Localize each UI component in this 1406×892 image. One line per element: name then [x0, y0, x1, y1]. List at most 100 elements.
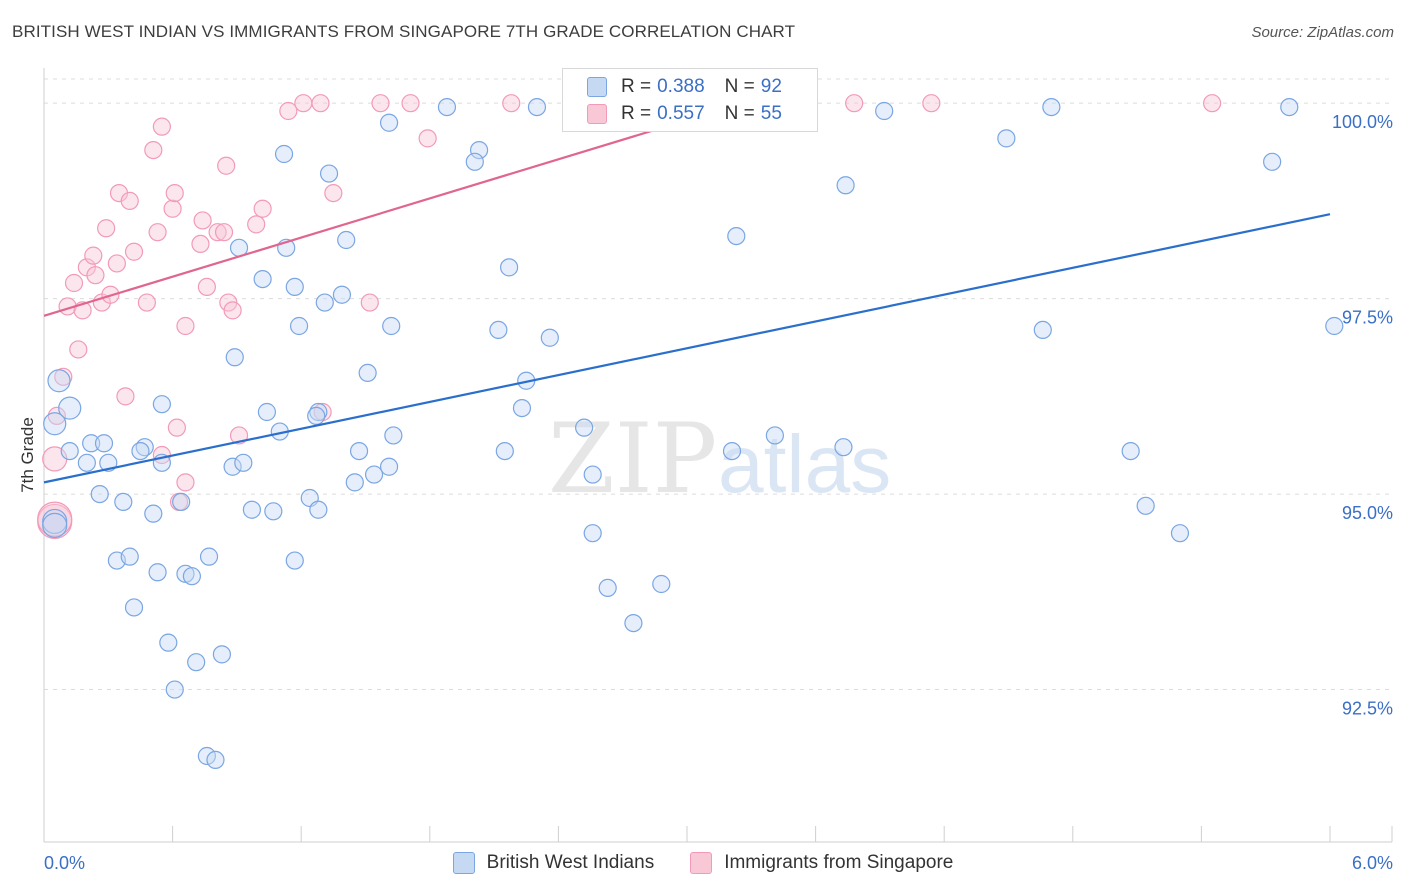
blue-point	[332, 285, 352, 304]
blue-point	[624, 613, 643, 633]
blue-point	[583, 524, 602, 543]
pink-point	[97, 219, 116, 238]
blue-point	[223, 457, 242, 476]
source-label: Source: ZipAtlas.com	[1251, 24, 1394, 41]
pink-point	[86, 266, 105, 285]
blue-point	[90, 484, 109, 504]
blue-point	[307, 406, 326, 426]
y-tick-label: 97.5%	[1342, 308, 1393, 328]
pink-point	[148, 223, 167, 242]
blue-point	[77, 453, 96, 472]
legend-r-pink: 0.557	[657, 103, 705, 124]
blue-point	[315, 293, 334, 312]
pink-point	[217, 156, 236, 175]
blue-point	[575, 418, 594, 437]
blue-point	[349, 441, 369, 461]
blue-point	[264, 502, 283, 521]
legend-item-british-west-indians[interactable]: British West Indians	[452, 852, 654, 874]
y-tick-label: 92.5%	[1342, 699, 1393, 719]
blue-point	[540, 328, 559, 347]
legend-item-immigrants-from-singapore[interactable]: Immigrants from Singapore	[690, 852, 953, 874]
legend-row-pink: R = 0.557 N = 55	[587, 102, 802, 126]
pink-point	[922, 94, 941, 113]
watermark-atlas: atlas	[718, 419, 891, 510]
blue-point	[187, 653, 206, 672]
blue-point	[722, 441, 742, 461]
blue-point	[285, 277, 304, 297]
blue-point	[997, 129, 1016, 148]
pink-point	[84, 246, 103, 265]
blue-point	[43, 412, 67, 436]
pink-point	[144, 140, 163, 160]
y-tick-label: 95.0%	[1342, 503, 1393, 523]
pink-point	[502, 94, 521, 113]
legend-n-blue: 92	[760, 76, 782, 97]
pink-point	[107, 254, 126, 273]
blue-point	[836, 176, 855, 195]
blue-point	[465, 152, 484, 171]
blue-point	[382, 316, 401, 336]
blue-point	[727, 226, 746, 246]
pink-point	[360, 293, 379, 312]
blue-point	[285, 551, 304, 570]
blue-point	[172, 492, 191, 512]
trend-line-pink	[43, 102, 744, 317]
pink-point	[152, 117, 171, 136]
blue-point	[512, 398, 532, 418]
blue-point	[253, 269, 272, 289]
blue-point	[364, 465, 384, 484]
blue-point	[225, 348, 244, 367]
pink-point	[47, 406, 66, 426]
pink-point	[163, 199, 182, 218]
x-tick-label: 6.0%	[1352, 853, 1393, 873]
legend-n-label: N =	[724, 76, 755, 97]
blue-point	[765, 426, 784, 445]
blue-point	[144, 504, 163, 523]
pink-point	[120, 191, 139, 211]
pink-point	[324, 183, 343, 203]
pink-point	[311, 94, 330, 113]
y-tick-label: 100.0%	[1332, 112, 1393, 132]
pink-point	[193, 211, 212, 230]
blue-point	[82, 434, 101, 453]
legend-swatch-blue	[452, 852, 475, 874]
pink-point	[37, 501, 73, 537]
blue-point	[379, 457, 399, 476]
pink-point	[247, 215, 266, 234]
blue-point	[1325, 316, 1344, 336]
legend-n-pink: 55	[760, 103, 782, 124]
blue-point	[42, 512, 68, 538]
blue-point	[309, 500, 328, 519]
blue-point	[206, 750, 225, 770]
pink-point	[116, 387, 135, 406]
blue-point	[469, 140, 489, 160]
blue-point	[47, 369, 71, 393]
blue-point	[345, 473, 364, 492]
blue-point	[120, 547, 139, 566]
blue-point	[257, 402, 277, 422]
pink-point	[214, 223, 234, 242]
blue-point	[489, 320, 508, 340]
tick-labels: 92.5% 95.0% 97.5% 100.0% 0.0% 6.0% 7th Grade	[18, 112, 1393, 873]
pink-point	[167, 418, 186, 437]
blue-point	[131, 441, 150, 461]
pink-point	[279, 101, 298, 121]
y-axis-label: 7th Grade	[18, 417, 37, 493]
series-legend: British West Indians Immigrants from Sin…	[0, 852, 1406, 874]
blue-point	[242, 500, 262, 519]
blue-point	[289, 316, 309, 336]
watermark-zip: ZIP	[548, 403, 717, 515]
x-tick-label: 0.0%	[44, 853, 85, 873]
blue-point	[1136, 496, 1155, 515]
pink-point	[223, 301, 242, 320]
pink-point	[165, 183, 184, 203]
pink-point	[176, 473, 195, 492]
axes	[43, 68, 1393, 843]
blue-point	[274, 144, 294, 164]
stats-legend: R = 0.388 N = 92 R = 0.557 N = 55	[562, 68, 818, 132]
blue-point	[159, 633, 178, 652]
blue-point	[124, 598, 144, 617]
pink-point	[197, 277, 216, 297]
chart-title: BRITISH WEST INDIAN VS IMMIGRANTS FROM S…	[12, 22, 796, 41]
